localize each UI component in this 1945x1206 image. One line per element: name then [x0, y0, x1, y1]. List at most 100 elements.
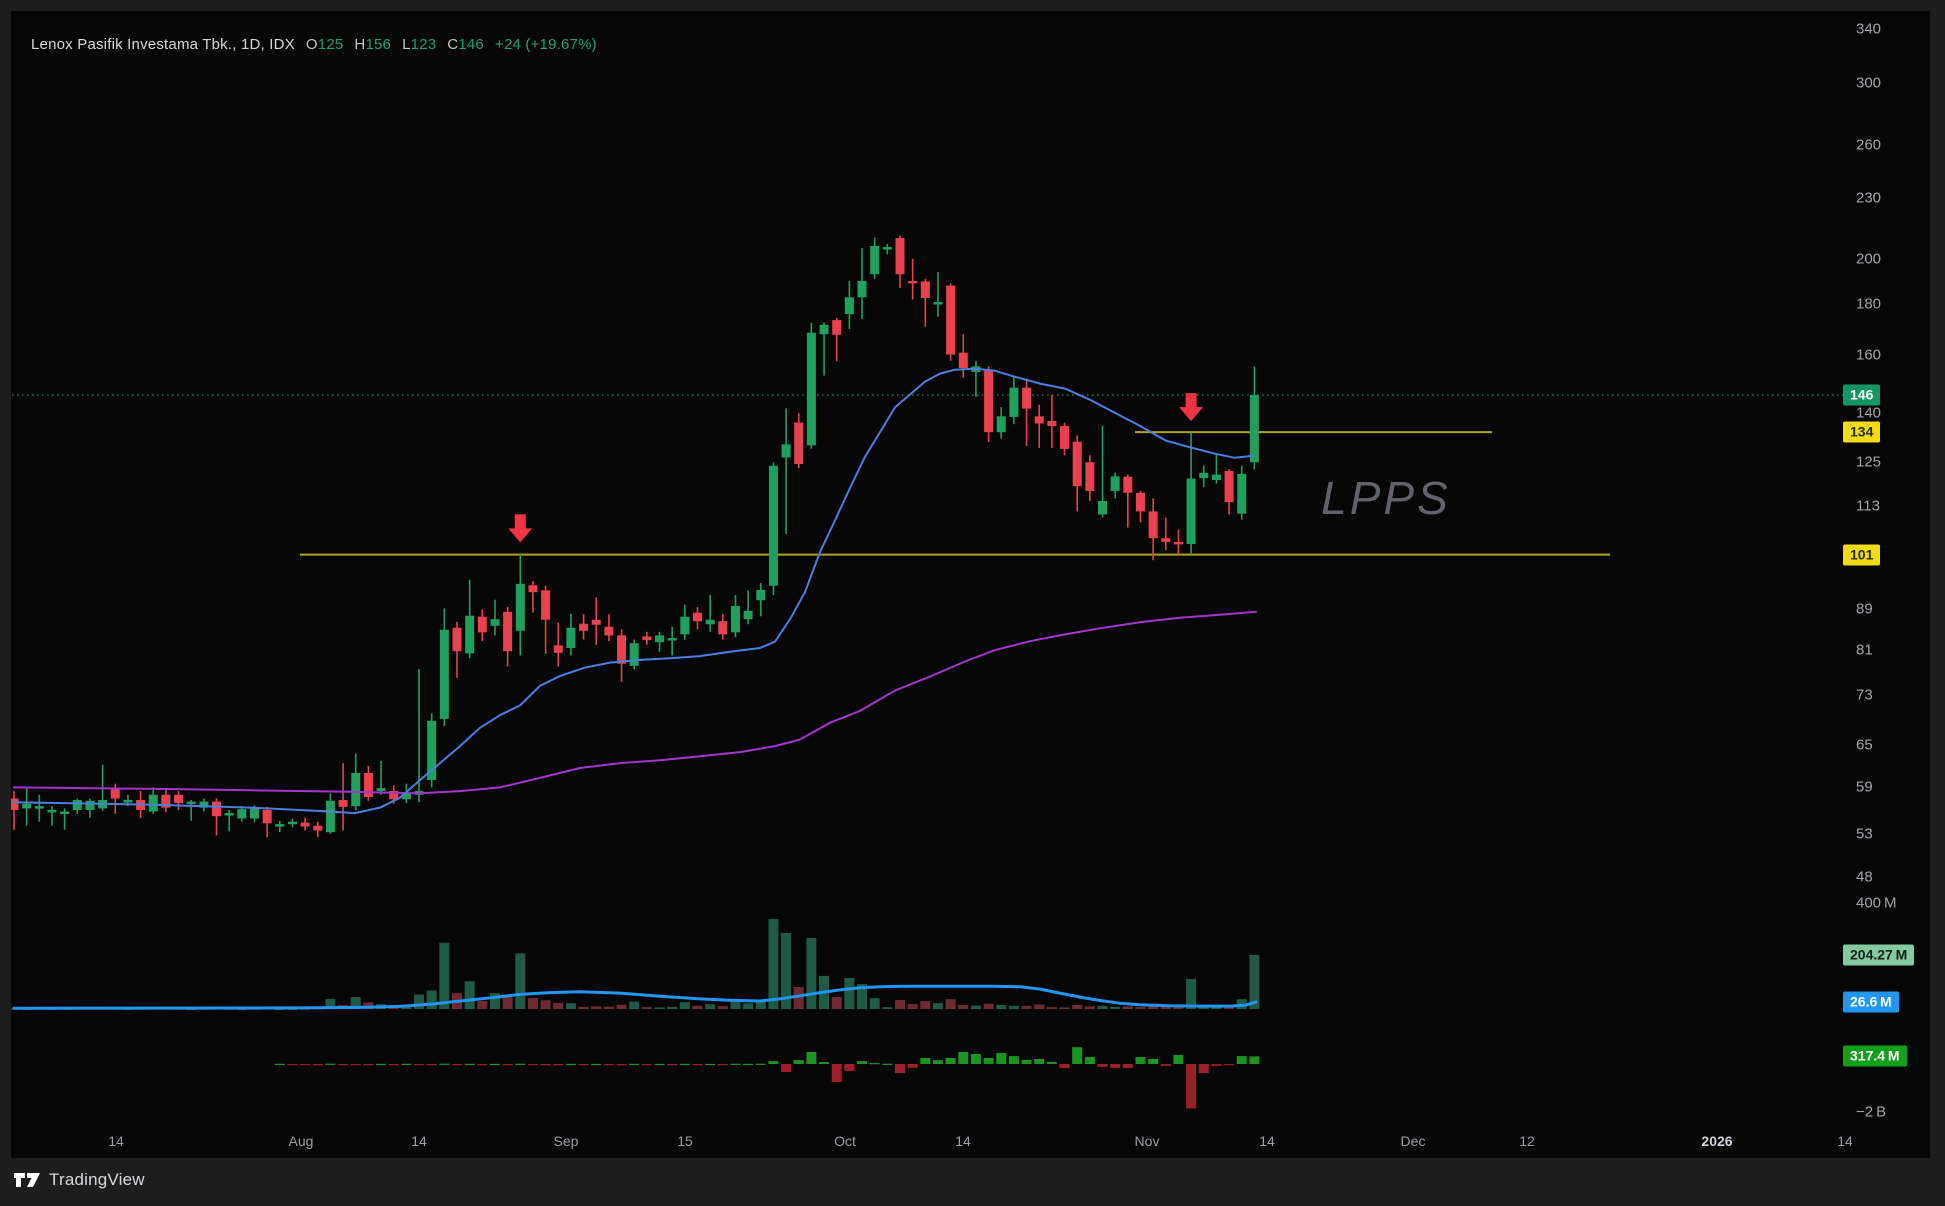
volume-bar: [996, 1005, 1007, 1009]
flow-bar: [1072, 1047, 1083, 1064]
candle-body: [313, 825, 323, 831]
symbol-info-bar[interactable]: Lenox Pasifik Investama Tbk., 1D, IDX O12…: [31, 36, 597, 53]
candle-body: [1009, 387, 1019, 417]
volume-bar: [945, 999, 956, 1009]
candle-body: [781, 444, 791, 458]
volume-bar: [983, 1003, 994, 1009]
candle-body: [996, 416, 1006, 433]
tradingview-logo[interactable]: TradingView: [14, 1168, 145, 1192]
flow-bar: [1097, 1064, 1108, 1067]
price-tick-81: 81: [1856, 641, 1873, 659]
high-value: 156: [365, 36, 392, 53]
open-key: O: [305, 36, 318, 53]
volume-bar: [894, 999, 905, 1009]
candle-body: [1072, 441, 1082, 487]
candle-body: [1237, 473, 1247, 514]
candle-body: [667, 638, 677, 641]
flow-bar: [1021, 1059, 1032, 1064]
candle-body: [11, 798, 19, 810]
flow-bar: [1249, 1056, 1260, 1064]
candle-body: [325, 800, 335, 833]
volume-bar: [781, 932, 792, 1009]
candle-body: [1110, 476, 1120, 491]
candle-body: [1161, 538, 1171, 542]
flow-bar: [1148, 1058, 1159, 1064]
flow-bar: [730, 1063, 741, 1065]
flow-bar: [616, 1064, 627, 1066]
flow-bar: [274, 1063, 285, 1066]
volume-bar: [1186, 979, 1197, 1009]
volume-badge-26.6 M: 26.6 M: [1843, 991, 1899, 1013]
flow-bar: [932, 1060, 943, 1064]
candle-body: [908, 280, 918, 284]
candle-body: [1173, 541, 1183, 545]
volume-axis-tick: 400 M: [1856, 894, 1897, 912]
volume-bar: [907, 1003, 918, 1009]
volume-bar: [1008, 1005, 1019, 1009]
flow-bar: [527, 1064, 538, 1066]
price-tick-65: 65: [1856, 736, 1873, 754]
volume-bar: [1072, 1005, 1083, 1009]
candle-body: [465, 615, 475, 654]
candle-body: [22, 803, 32, 809]
candle-body: [363, 772, 373, 798]
candle-body: [541, 590, 551, 620]
volume-bar: [591, 1006, 602, 1009]
candle-body: [579, 623, 589, 631]
chart-panel[interactable]: LPPS Lenox Pasifik Investama Tbk., 1D, I…: [11, 11, 1930, 1158]
candle-body: [604, 626, 614, 636]
flow-bar: [1211, 1064, 1222, 1066]
candle-body: [72, 800, 82, 810]
flow-bar: [603, 1064, 614, 1066]
flow-bar: [1135, 1057, 1146, 1064]
volume-ma-line: [12, 984, 1258, 1010]
flow-bar: [831, 1064, 842, 1082]
volume-bar: [325, 998, 336, 1009]
flow-bar: [996, 1052, 1007, 1064]
candle-body: [161, 794, 171, 808]
volume-bar: [717, 1006, 728, 1009]
flow-bar: [515, 1063, 526, 1065]
candle-body: [756, 589, 766, 601]
candle-body: [427, 720, 437, 781]
open-value: 125: [317, 36, 344, 53]
flow-bar: [591, 1063, 602, 1066]
price-tick-48: 48: [1856, 868, 1873, 886]
volume-badge-317.4 M: 317.4 M: [1843, 1045, 1907, 1067]
candle-body: [591, 619, 601, 625]
candle-body: [503, 611, 513, 652]
flow-bar: [705, 1063, 716, 1066]
candle-body: [1047, 421, 1057, 427]
candle-body: [642, 636, 652, 641]
price-badge-101: 101: [1843, 544, 1881, 566]
price-tick-180: 180: [1856, 295, 1882, 313]
candle-body: [148, 794, 158, 812]
candle-body: [857, 280, 867, 298]
tradingview-logo-icon: [14, 1173, 40, 1187]
candle-body: [528, 585, 538, 593]
flow-bar: [717, 1064, 728, 1066]
volume-bar: [527, 997, 538, 1009]
volume-bar: [806, 937, 817, 1009]
volume-bar: [1021, 1005, 1032, 1009]
volume-bar: [667, 1006, 678, 1009]
candle-body: [186, 801, 196, 805]
volume-bar: [553, 1002, 564, 1009]
price-chart-svg: [11, 235, 1843, 1109]
flow-bar: [565, 1063, 576, 1066]
candle-body: [224, 813, 234, 816]
flow-bar: [426, 1064, 437, 1066]
candle-body: [1211, 474, 1221, 480]
flow-bar: [679, 1063, 690, 1066]
price-tick-340: 340: [1856, 20, 1882, 38]
symbol-title[interactable]: Lenox Pasifik Investama Tbk., 1D, IDX: [31, 36, 295, 53]
symbol-watermark: LPPS: [1321, 472, 1451, 524]
price-tick-125: 125: [1856, 453, 1882, 471]
flow-bar: [287, 1064, 298, 1066]
volume-bar: [464, 981, 475, 1009]
candle-body: [60, 811, 70, 815]
flow-bar: [464, 1063, 475, 1066]
flow-bar: [1008, 1056, 1019, 1064]
candle-body: [870, 245, 880, 275]
candle-body: [984, 369, 994, 433]
